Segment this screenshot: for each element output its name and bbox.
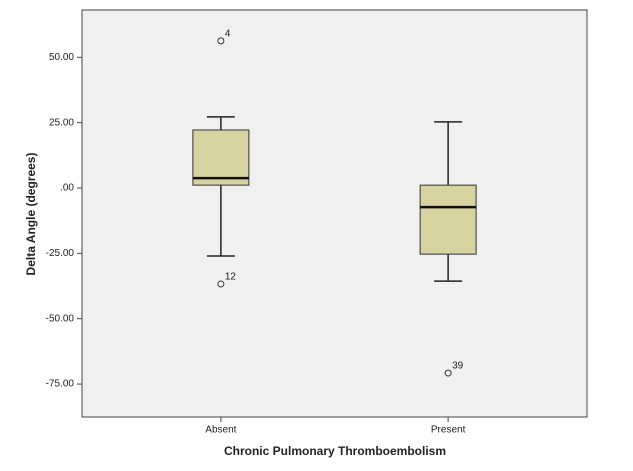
y-tick-label: 50.00 (49, 52, 74, 63)
outlier (217, 37, 225, 45)
y-tick-label: -75.00 (46, 379, 75, 390)
y-tick-label: -50.00 (46, 313, 75, 324)
outlier (217, 280, 225, 288)
x-axis-title: Chronic Pulmonary Thromboembolism (224, 444, 446, 458)
outlier-label: 4 (225, 28, 231, 39)
y-axis-title: Delta Angle (degrees) (24, 153, 38, 276)
x-tick-label: Present (431, 425, 466, 436)
box (192, 129, 250, 186)
outlier-label: 39 (452, 361, 464, 372)
box (419, 184, 477, 255)
y-tick-label: -25.00 (46, 248, 75, 259)
y-tick-label: .00 (60, 183, 74, 194)
outlier (444, 369, 452, 377)
y-tick-label: 25.00 (49, 117, 74, 128)
outlier-label: 12 (225, 272, 237, 283)
x-tick-label: Absent (205, 425, 236, 436)
plot-area (81, 9, 588, 418)
